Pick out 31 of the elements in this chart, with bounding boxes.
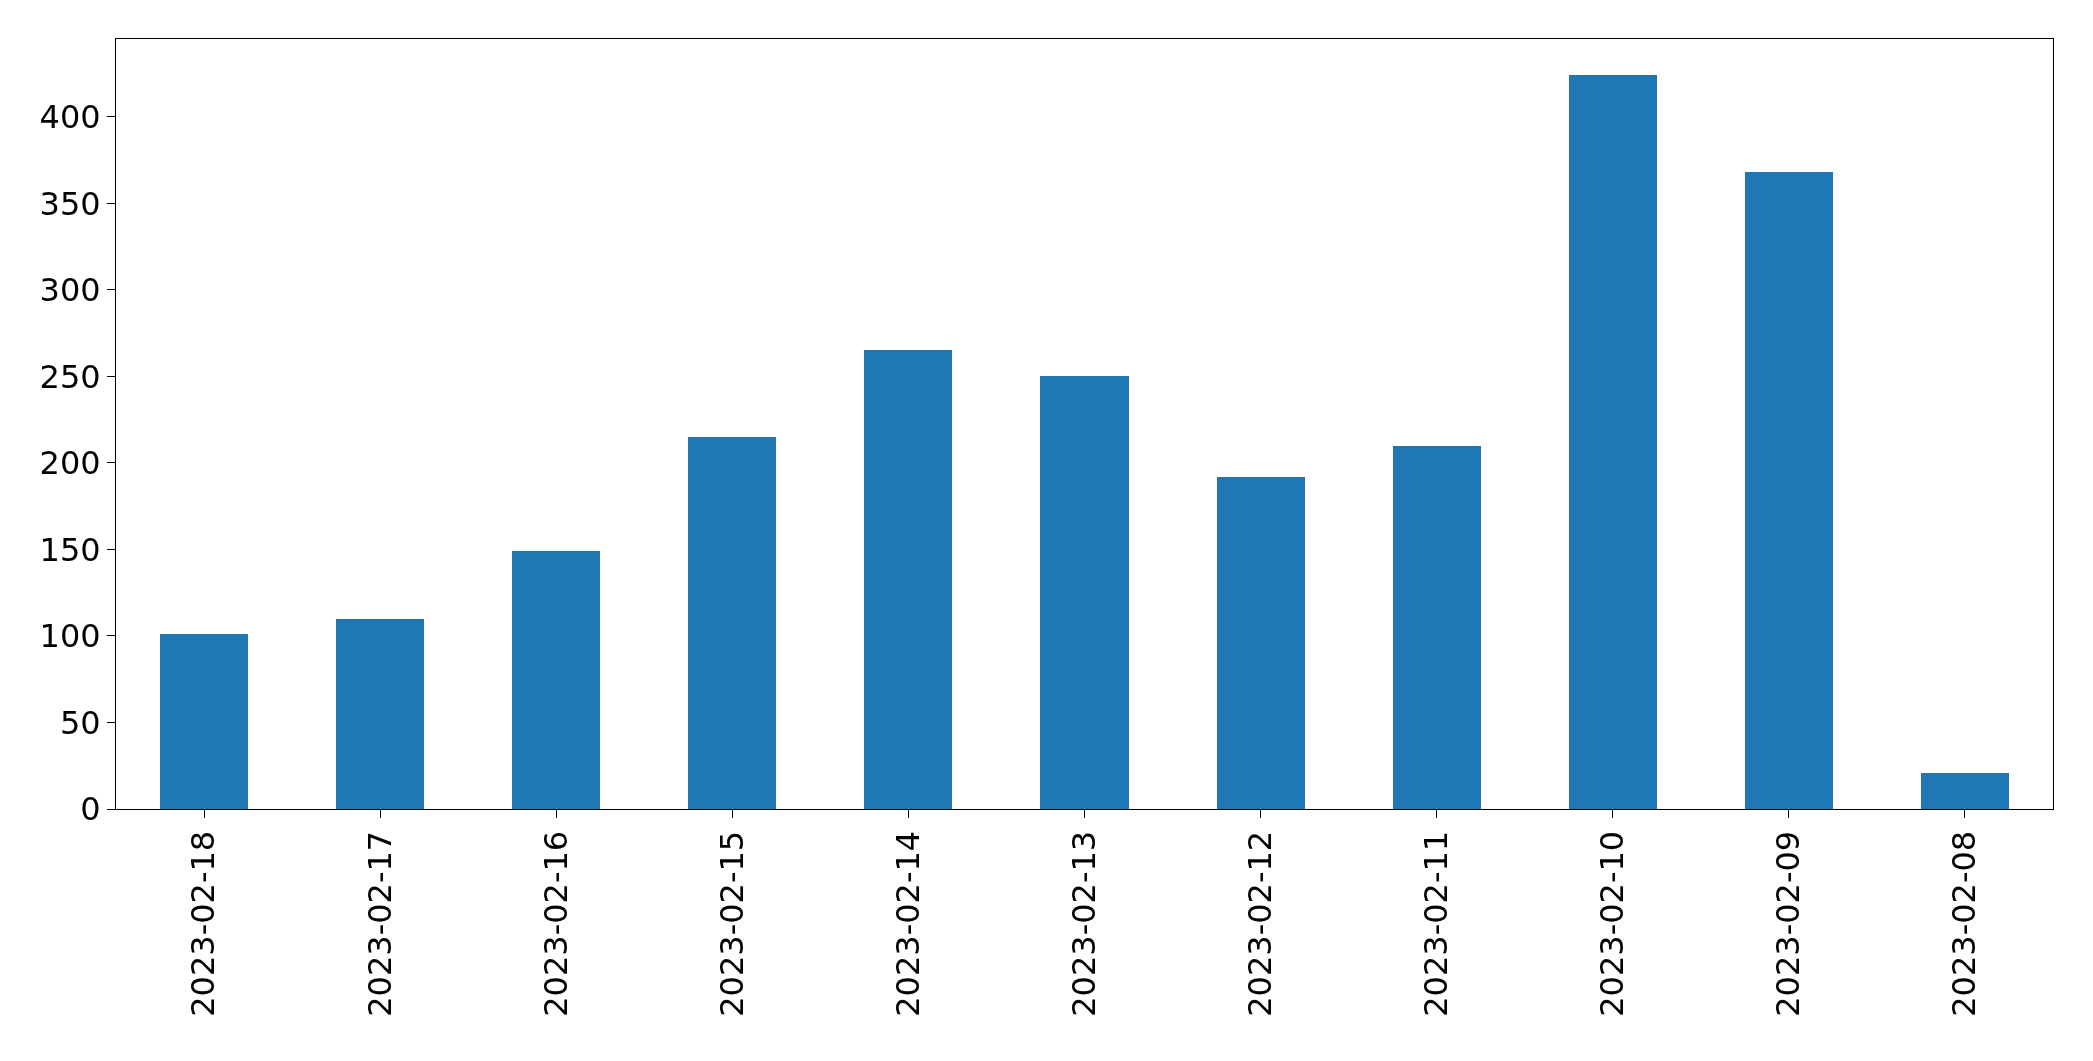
x-tick-label: 2023-02-17 (360, 830, 399, 1017)
bar (1745, 172, 1833, 809)
y-tick-label: 250 (39, 357, 101, 396)
y-tick-label: 350 (39, 184, 101, 223)
x-tick-label: 2023-02-18 (184, 830, 223, 1017)
bar (160, 634, 248, 809)
x-tick-label: 2023-02-11 (1417, 830, 1456, 1017)
x-tick-label: 2023-02-08 (1945, 830, 1984, 1017)
y-tick-label: 100 (39, 617, 101, 656)
x-tick-label: 2023-02-12 (1240, 830, 1279, 1017)
bar (1040, 376, 1129, 809)
y-tick-label: 50 (59, 703, 101, 742)
x-tick-label: 2023-02-14 (888, 830, 927, 1017)
bar (688, 437, 776, 809)
x-tick-label: 2023-02-09 (1769, 830, 1808, 1017)
bar (864, 350, 952, 809)
x-tick-label: 2023-02-15 (712, 830, 751, 1017)
bar (1217, 477, 1305, 809)
bar (512, 551, 600, 809)
y-tick-label: 300 (39, 271, 101, 310)
bar (1393, 446, 1481, 809)
y-tick-label: 0 (80, 790, 101, 829)
bar (336, 619, 424, 809)
x-tick-label: 2023-02-10 (1593, 830, 1632, 1017)
bar (1921, 773, 2009, 809)
bar (1569, 75, 1657, 809)
y-tick-label: 400 (39, 98, 101, 137)
x-tick-label: 2023-02-13 (1064, 830, 1103, 1017)
y-tick-label: 200 (39, 444, 101, 483)
x-tick-label: 2023-02-16 (536, 830, 575, 1017)
y-tick-label: 150 (39, 530, 101, 569)
